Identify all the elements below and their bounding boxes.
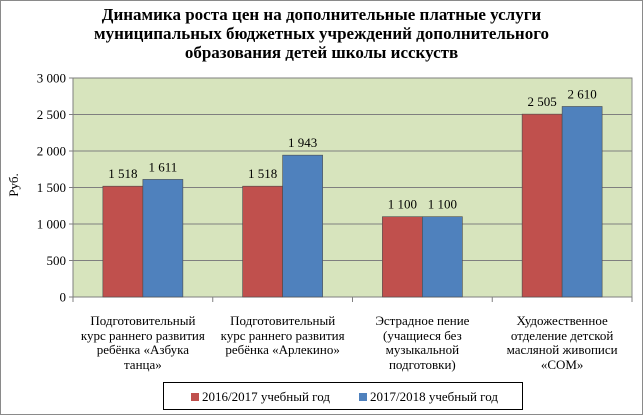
category-label-line: масляной живописи [506,342,618,357]
y-tick-label: 3 000 [37,71,66,86]
data-label: 1 100 [428,197,457,212]
category-label-line: курс раннего развития [80,327,205,343]
category-label-line: отделение детской [510,327,614,343]
legend-label-2016-2017: 2016/2017 учебный год [202,389,330,404]
y-tick-label: 1 000 [37,217,66,232]
category-label-line: музыкальной [385,342,460,357]
data-label: 1 518 [108,166,137,181]
category-label: Художественное отделение детской масляной … [495,313,629,372]
bar [142,179,184,298]
y-tick-label: 0 [60,290,67,305]
category-label: Подготовительный курс раннего развития реб… [216,313,350,358]
legend-item-2016-2017: 2016/2017 учебный год [191,389,330,405]
category-label-line: (учащиеся без [383,327,462,343]
chart-title: Динамика роста цен на дополнительные пла… [1,5,642,62]
legend-swatch-2017-2018 [359,393,367,401]
bar [242,185,283,298]
y-tick-label: 2 500 [37,107,66,122]
bar [422,216,463,298]
bar [521,113,563,298]
y-tick-label: 1 500 [37,180,66,195]
category-label-line: «СОМ» [540,356,584,372]
data-label: 1 518 [248,166,277,181]
legend-swatch-2016-2017 [191,393,199,401]
category-label-line: Подготовительный [90,313,196,328]
data-label: 1 611 [148,159,177,174]
data-label: 2 505 [528,94,557,109]
category-label-line: Подготовительный [230,313,336,328]
category-label: Подготовительный курс раннего развития реб… [76,313,210,372]
category-label: Эстрадное пение (учащиеся без музыкальной п… [355,313,489,372]
legend: 2016/2017 учебный год 2017/2018 учебный … [163,382,523,410]
bar [382,216,423,298]
data-label: 1 100 [388,197,417,212]
category-label-line: ребёнка «Арлекино» [225,342,340,357]
data-label: 1 943 [288,135,317,150]
chart-title-line-3: образования детей школы исскуств [184,43,459,62]
category-label-line: Эстрадное пение [375,313,470,328]
chart-title-line-2: муниципальных бюджетных учреждений допол… [94,24,549,43]
category-label-line: танца» [123,356,162,372]
category-label-line: Художественное [516,313,608,328]
y-tick-label: 500 [47,253,67,268]
bar [282,154,323,298]
legend-label-2017-2018: 2017/2018 учебный год [370,389,498,404]
category-label-line: подготовки) [388,356,456,372]
legend-item-2017-2018: 2017/2018 учебный год [359,389,498,405]
category-label-line: ребёнка «Азбука [96,342,190,357]
y-tick-label: 2 000 [37,144,66,159]
bar [561,106,603,298]
data-label: 2 610 [568,86,597,101]
bar [102,185,144,298]
chart-title-line-1: Динамика роста цен на дополнительные пла… [101,5,542,24]
category-label-line: курс раннего развития [220,327,345,343]
